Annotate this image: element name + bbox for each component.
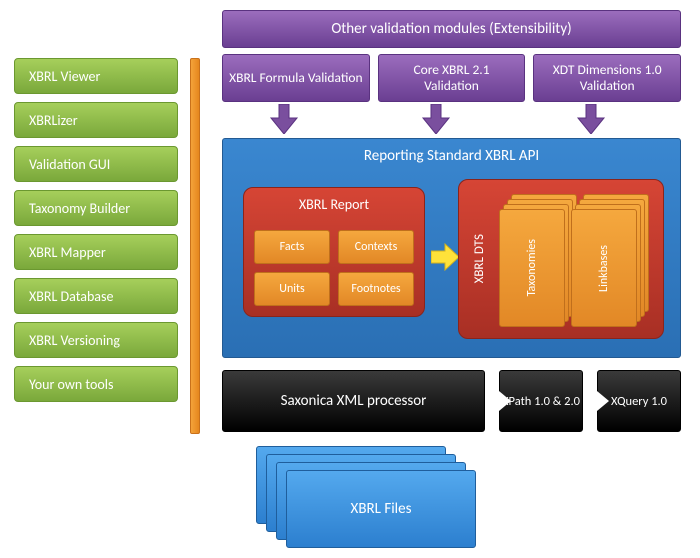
report-cell-footnotes: Footnotes xyxy=(338,272,414,306)
xbrl-files-stack: XBRL Files xyxy=(256,446,476,546)
stack-label: Taxonomies xyxy=(525,239,539,296)
down-arrow-icon xyxy=(269,104,299,134)
validation-box-formula: XBRL Formula Validation xyxy=(222,54,370,102)
stack-card-front: Linkbases xyxy=(571,209,637,327)
dts-label: XBRL DTS xyxy=(469,180,489,338)
sidebar-item-mapper: XBRL Mapper xyxy=(14,234,178,270)
sidebar-item-label: XBRL Database xyxy=(29,288,113,305)
processor-row: Saxonica XML processor XPath 1.0 & 2.0 X… xyxy=(222,370,681,432)
sidebar-item-database: XBRL Database xyxy=(14,278,178,314)
taxonomies-stack: Taxonomies xyxy=(499,194,577,324)
file-card-front: XBRL Files xyxy=(286,470,476,548)
validation-row: XBRL Formula Validation Core XBRL 2.1 Va… xyxy=(222,54,681,102)
stack-label: Linkbases xyxy=(597,245,611,292)
sidebar-item-label: Taxonomy Builder xyxy=(29,200,130,217)
processor-xpath-label: XPath 1.0 & 2.0 xyxy=(502,394,580,409)
sidebar: XBRL Viewer XBRLizer Validation GUI Taxo… xyxy=(14,58,178,402)
notch-icon xyxy=(499,391,511,411)
stack-card-front: Taxonomies xyxy=(499,209,565,327)
sidebar-item-own-tools: Your own tools xyxy=(14,366,178,402)
right-arrow-icon xyxy=(431,243,459,271)
files-label: XBRL Files xyxy=(351,500,412,518)
extensibility-bar: Other validation modules (Extensibility) xyxy=(222,10,681,48)
cell-label: Contexts xyxy=(355,240,398,254)
processor-main-label: Saxonica XML processor xyxy=(281,392,427,410)
cell-label: Facts xyxy=(280,240,305,254)
processor-xquery-label: XQuery 1.0 xyxy=(611,394,667,409)
report-cell-contexts: Contexts xyxy=(338,230,414,264)
report-title: XBRL Report xyxy=(254,196,414,213)
validation-box-core: Core XBRL 2.1 Validation xyxy=(378,54,526,102)
xbrl-report-panel: XBRL Report Facts Contexts Units Footnot… xyxy=(243,187,425,317)
sidebar-item-xbrlizer: XBRLizer xyxy=(14,102,178,138)
processor-main: Saxonica XML processor xyxy=(222,370,485,432)
extensibility-label: Other validation modules (Extensibility) xyxy=(331,20,571,38)
sidebar-item-label: XBRL Mapper xyxy=(29,244,106,261)
validation-label: Core XBRL 2.1 Validation xyxy=(385,62,519,93)
api-title: Reporting Standard XBRL API xyxy=(223,139,680,171)
processor-xpath: XPath 1.0 & 2.0 xyxy=(499,370,583,432)
sidebar-item-label: XBRL Viewer xyxy=(29,68,100,85)
sidebar-item-viewer: XBRL Viewer xyxy=(14,58,178,94)
vertical-divider xyxy=(190,58,200,434)
sidebar-item-versioning: XBRL Versioning xyxy=(14,322,178,358)
report-cell-facts: Facts xyxy=(254,230,330,264)
sidebar-item-label: Your own tools xyxy=(29,376,113,393)
down-arrow-icon xyxy=(421,104,451,134)
xbrl-dts-panel: XBRL DTS Taxonomies Linkbases xyxy=(458,179,664,339)
down-arrow-icon xyxy=(576,104,606,134)
validation-label: XDT Dimensions 1.0 Validation xyxy=(540,62,674,93)
linkbases-stack: Linkbases xyxy=(571,194,649,324)
report-grid: Facts Contexts Units Footnotes xyxy=(254,230,414,306)
notch-icon xyxy=(597,391,609,411)
sidebar-item-label: XBRL Versioning xyxy=(29,332,120,349)
sidebar-item-label: XBRLizer xyxy=(29,112,78,129)
sidebar-item-taxonomy-builder: Taxonomy Builder xyxy=(14,190,178,226)
report-cell-units: Units xyxy=(254,272,330,306)
sidebar-item-label: Validation GUI xyxy=(29,156,110,173)
validation-label: XBRL Formula Validation xyxy=(229,70,362,86)
cell-label: Units xyxy=(279,282,304,296)
sidebar-item-validation-gui: Validation GUI xyxy=(14,146,178,182)
validation-box-xdt: XDT Dimensions 1.0 Validation xyxy=(533,54,681,102)
processor-xquery: XQuery 1.0 xyxy=(597,370,681,432)
cell-label: Footnotes xyxy=(351,282,400,296)
api-panel: Reporting Standard XBRL API XBRL Report … xyxy=(222,138,681,358)
